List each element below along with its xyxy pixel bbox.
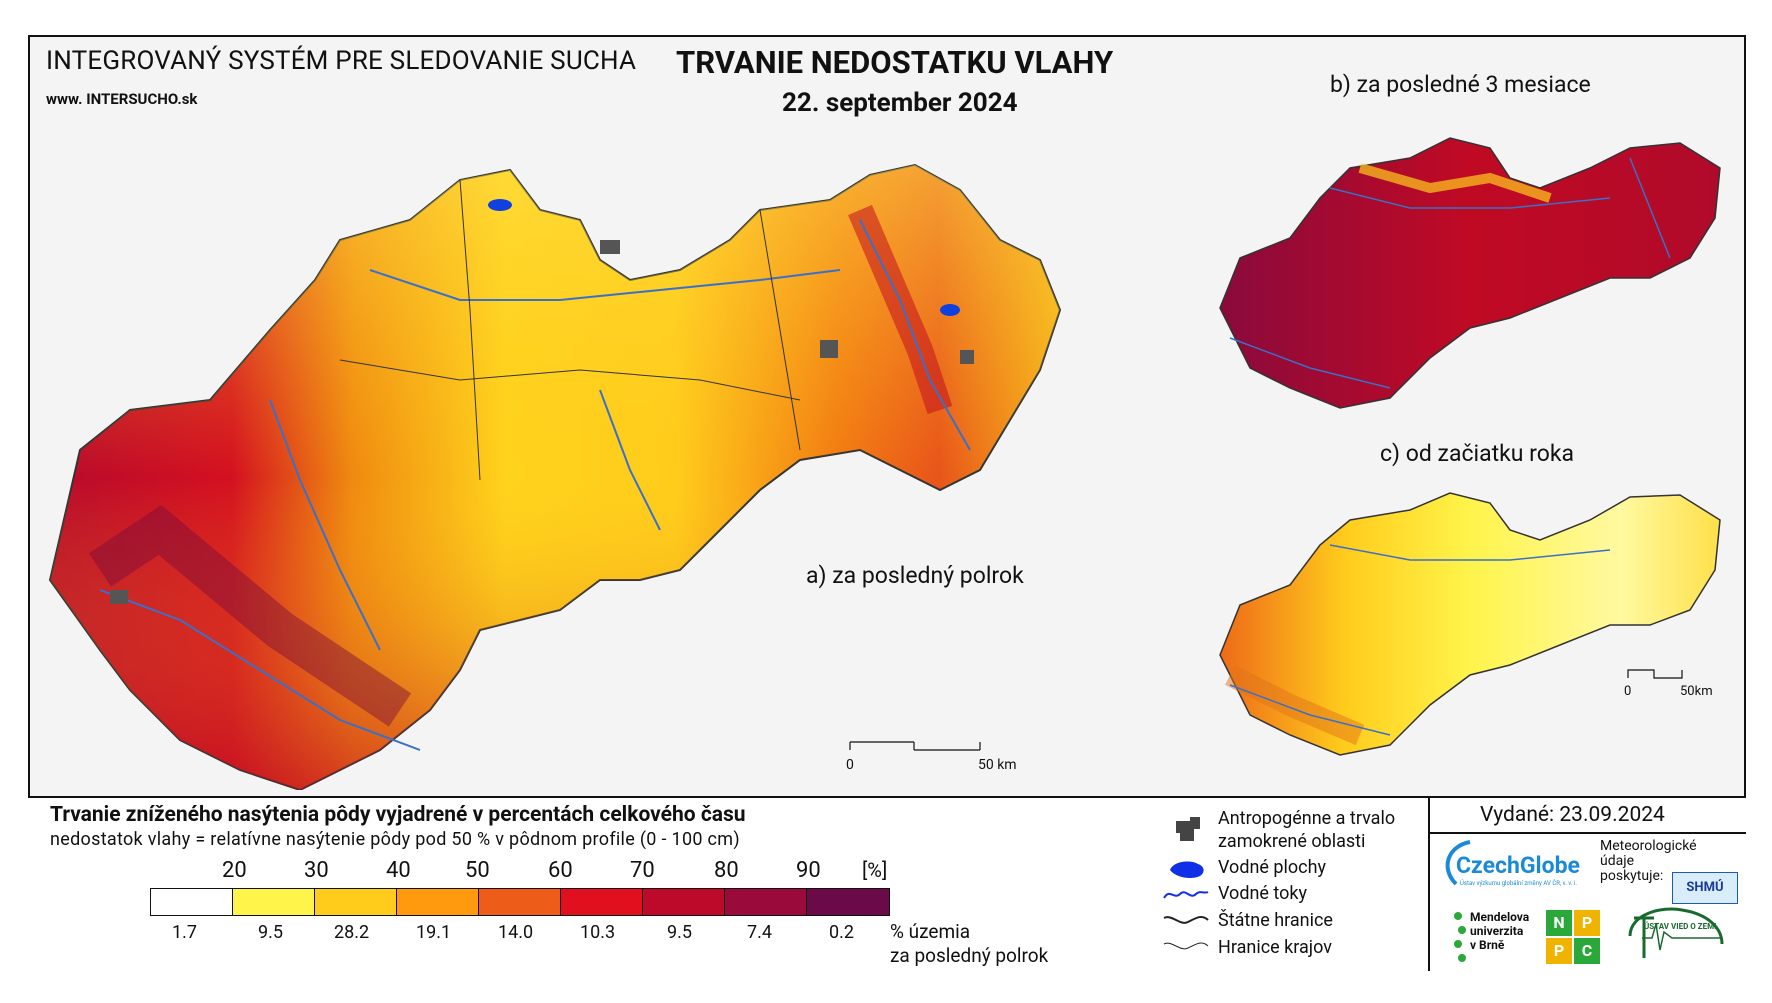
map-date: 22. september 2024 [782, 88, 1018, 118]
break-60: 60 [548, 858, 573, 883]
nppc-c: C [1574, 938, 1600, 964]
mendel-logo: Mendelova univerzita v Brně [1470, 910, 1529, 952]
sym-antropo-1: Antropogénne a trvalo [1218, 808, 1396, 829]
main-scale-end: 50 km [978, 757, 1017, 773]
small-scale-end: 50km [1680, 684, 1713, 699]
mendel-line-2: univerzita [1470, 924, 1524, 938]
small-scale-bar [1627, 669, 1683, 679]
pct-class-4: 19.1 [416, 922, 452, 943]
legend-subtitle: nedostatok vlahy = relatívne nasýtenie p… [50, 829, 740, 850]
czechglobe-subtitle: Ústav výzkumu globální změny AV ČR, v. v… [1460, 880, 1577, 887]
sym-state-border: Štátne hranice [1218, 910, 1333, 931]
sym-antropo-2: zamokrené oblasti [1218, 831, 1366, 852]
scale-class-7 [643, 889, 725, 915]
meteo-line-3: poskytuje: [1600, 868, 1664, 884]
website-link[interactable]: www. INTERSUCHO.sk [46, 90, 198, 108]
color-scale [150, 888, 890, 916]
pct-class-7: 9.5 [667, 922, 692, 943]
map-c-since-year-start [1219, 492, 1721, 756]
scale-class-9 [807, 889, 889, 915]
pct-class-9: 0.2 [829, 922, 854, 943]
pct-class-3: 28.2 [334, 922, 370, 943]
system-name: INTEGROVANÝ SYSTÉM PRE SLEDOVANIE SUCHA [46, 46, 637, 76]
break-70: 70 [630, 858, 655, 883]
nppc-p1: P [1574, 910, 1600, 936]
czechglobe-logo: CzechGlobe [1456, 852, 1580, 879]
pct-class-8: 7.4 [747, 922, 772, 943]
scale-class-1 [151, 889, 233, 915]
map-b-label: b) za posledné 3 mesiace [1330, 71, 1591, 98]
meteo-text: Meteorologické údaje poskytuje: [1600, 839, 1697, 884]
pct-caption-1: % územia [890, 920, 971, 943]
issued-date: Vydané: 23.09.2024 [1480, 803, 1665, 827]
shmu-logo: SHMÚ [1672, 872, 1738, 904]
sym-region-border: Hranice krajov [1218, 937, 1332, 958]
break-50: 50 [465, 858, 490, 883]
mendel-dots-icon [1454, 912, 1466, 962]
nppc-logo: N P P C [1546, 910, 1600, 964]
map-b-last-3-months [1219, 137, 1721, 409]
scale-class-3 [315, 889, 397, 915]
scale-class-4 [397, 889, 479, 915]
main-scale-bar [849, 741, 981, 751]
legend-separator [1428, 796, 1430, 971]
sym-water-areas: Vodné plochy [1218, 857, 1327, 878]
map-title: TRVANIE NEDOSTATKU VLAHY [676, 44, 1114, 81]
antropogenic-area-icon [1176, 817, 1200, 841]
issued-separator [1428, 832, 1746, 834]
scale-class-6 [561, 889, 643, 915]
meteo-line-2: údaje [1600, 853, 1635, 869]
main-scale-zero: 0 [846, 757, 854, 773]
break-30: 30 [304, 858, 329, 883]
uvz-logo-icon [1628, 907, 1724, 958]
break-40: 40 [386, 858, 411, 883]
pct-class-1: 1.7 [172, 922, 197, 943]
legend-unit: [%] [862, 858, 888, 882]
scale-class-8 [725, 889, 807, 915]
legend-title: Trvanie zníženého nasýtenia pôdy vyjadre… [50, 803, 746, 827]
main-drought-map [48, 163, 1062, 790]
river-icon [1163, 891, 1209, 899]
nppc-n: N [1546, 910, 1572, 936]
czechglobe-arc-icon [1445, 840, 1471, 886]
map-c-label: c) od začiatku roka [1380, 440, 1575, 467]
break-20: 20 [222, 858, 247, 883]
meteo-line-1: Meteorologické [1600, 838, 1697, 854]
scale-class-5 [479, 889, 561, 915]
pct-class-5: 14.0 [498, 922, 534, 943]
uvz-logo: ÚSTAV VIED O ZEMI [1644, 922, 1717, 931]
nppc-p2: P [1546, 938, 1572, 964]
pct-caption-2: za posledný polrok [890, 944, 1049, 967]
scale-class-2 [233, 889, 315, 915]
pct-class-6: 10.3 [580, 922, 616, 943]
break-90: 90 [796, 858, 821, 883]
region-border-icon [1163, 942, 1209, 950]
pct-class-2: 9.5 [258, 922, 283, 943]
break-80: 80 [714, 858, 739, 883]
state-border-icon [1163, 915, 1209, 924]
map-a-label: a) za posledný polrok [806, 562, 1024, 589]
mendel-line-1: Mendelova [1470, 910, 1530, 924]
mendel-line-3: v Brně [1470, 938, 1505, 952]
water-area-icon [1170, 861, 1204, 878]
sym-rivers: Vodné toky [1218, 883, 1308, 904]
small-scale-zero: 0 [1624, 684, 1632, 699]
